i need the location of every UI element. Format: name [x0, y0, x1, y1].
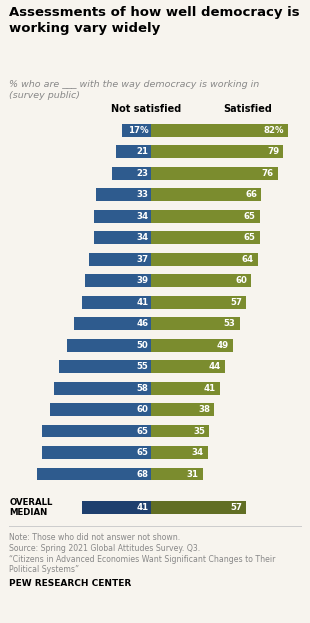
Bar: [122, 124, 151, 136]
Text: 76: 76: [262, 169, 274, 178]
Text: 79: 79: [267, 147, 279, 156]
Text: 82%: 82%: [264, 126, 284, 135]
Bar: [151, 446, 208, 459]
Text: OVERALL
MEDIAN: OVERALL MEDIAN: [9, 498, 53, 518]
Bar: [151, 124, 288, 136]
Text: Satisfied: Satisfied: [224, 104, 272, 114]
Bar: [151, 382, 219, 394]
Bar: [151, 188, 261, 201]
Bar: [82, 296, 151, 308]
Text: 64: 64: [242, 255, 254, 264]
Bar: [151, 501, 246, 515]
Text: 65: 65: [136, 448, 148, 457]
Bar: [151, 145, 283, 158]
Bar: [112, 167, 151, 179]
Bar: [59, 360, 151, 373]
Text: 49: 49: [217, 341, 229, 350]
Bar: [151, 425, 210, 437]
Text: 34: 34: [192, 448, 204, 457]
Text: 41: 41: [136, 503, 148, 512]
Text: 60: 60: [136, 405, 148, 414]
Text: 46: 46: [136, 319, 148, 328]
Bar: [151, 468, 203, 480]
Bar: [94, 210, 151, 222]
Text: % who are ___ with the way democracy is working in
(survey public): % who are ___ with the way democracy is …: [9, 80, 259, 100]
Text: 65: 65: [244, 212, 255, 221]
Bar: [86, 274, 151, 287]
Text: 65: 65: [136, 427, 148, 435]
Text: 65: 65: [244, 233, 255, 242]
Text: Note: Those who did not answer not shown.: Note: Those who did not answer not shown…: [9, 533, 180, 541]
Text: 23: 23: [136, 169, 148, 178]
Bar: [42, 446, 151, 459]
Bar: [89, 253, 151, 265]
Text: 53: 53: [224, 319, 235, 328]
Text: 60: 60: [235, 276, 247, 285]
Text: Not satisfied: Not satisfied: [111, 104, 181, 114]
Bar: [50, 403, 151, 416]
Text: 34: 34: [136, 212, 148, 221]
Text: 44: 44: [208, 362, 220, 371]
Bar: [151, 253, 258, 265]
Text: 21: 21: [136, 147, 148, 156]
Text: 41: 41: [203, 384, 215, 392]
Text: 38: 38: [198, 405, 210, 414]
Bar: [42, 425, 151, 437]
Text: Assessments of how well democracy is
working vary widely: Assessments of how well democracy is wor…: [9, 6, 300, 35]
Text: 33: 33: [136, 190, 148, 199]
Text: 41: 41: [136, 298, 148, 307]
Bar: [54, 382, 151, 394]
Text: PEW RESEARCH CENTER: PEW RESEARCH CENTER: [9, 579, 131, 588]
Text: “Citizens in Advanced Economies Want Significant Changes to Their: “Citizens in Advanced Economies Want Sig…: [9, 555, 276, 564]
Text: 50: 50: [136, 341, 148, 350]
Text: 58: 58: [136, 384, 148, 392]
Text: 68: 68: [136, 470, 148, 478]
Bar: [151, 360, 224, 373]
Bar: [151, 296, 246, 308]
Bar: [151, 403, 215, 416]
Bar: [151, 231, 260, 244]
Bar: [37, 468, 151, 480]
Text: 57: 57: [230, 503, 242, 512]
Bar: [151, 210, 260, 222]
Bar: [67, 339, 151, 351]
Bar: [151, 339, 233, 351]
Bar: [95, 188, 151, 201]
Text: 66: 66: [245, 190, 257, 199]
Bar: [82, 501, 151, 515]
Text: 55: 55: [136, 362, 148, 371]
Text: 31: 31: [187, 470, 199, 478]
Bar: [151, 317, 240, 330]
Text: Political Systems”: Political Systems”: [9, 565, 79, 574]
Text: 57: 57: [230, 298, 242, 307]
Bar: [94, 231, 151, 244]
Text: 37: 37: [136, 255, 148, 264]
Bar: [151, 167, 278, 179]
Bar: [151, 274, 251, 287]
Text: 17%: 17%: [128, 126, 148, 135]
Bar: [116, 145, 151, 158]
Text: 39: 39: [136, 276, 148, 285]
Text: Source: Spring 2021 Global Attitudes Survey. Q3.: Source: Spring 2021 Global Attitudes Sur…: [9, 544, 201, 553]
Text: 35: 35: [193, 427, 205, 435]
Text: 34: 34: [136, 233, 148, 242]
Bar: [74, 317, 151, 330]
